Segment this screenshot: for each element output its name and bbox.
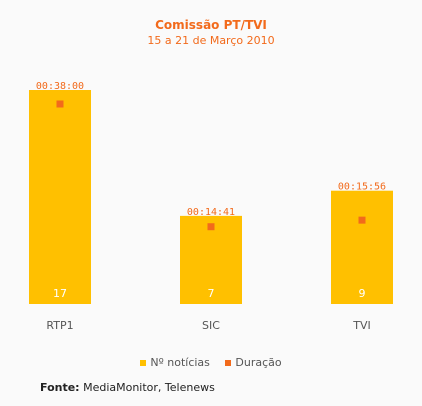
source-note: Fonte: MediaMonitor, Telenews [40,381,215,394]
chart-title: Comissão PT/TVI [155,18,267,32]
legend-label-count: Nº notícias [150,356,210,369]
bar-rtp1 [29,90,91,304]
source-label: Fonte: [40,381,80,394]
legend-swatch-duration [225,360,232,366]
legend: Nº notícias Duração [0,356,422,369]
x-tick-label-rtp1: RTP1 [46,319,73,332]
bar-value-label-tvi: 9 [359,287,366,300]
source-text: MediaMonitor, Telenews [79,381,215,394]
duration-label-sic: 00:14:41 [187,207,235,218]
x-tick-label-tvi: TVI [352,319,371,332]
chart-subtitle: 15 a 21 de Março 2010 [147,34,275,47]
duration-marker-sic [207,223,215,231]
legend-swatch-count [140,360,147,366]
x-tick-label-sic: SIC [202,319,220,332]
bar-tvi [331,190,393,304]
legend-item-duration: Duração [225,356,282,369]
duration-label-rtp1: 00:38:00 [36,81,84,92]
bar-value-label-rtp1: 17 [53,287,67,300]
legend-label-duration: Duração [235,356,282,369]
duration-marker-rtp1 [56,100,64,108]
legend-item-count: Nº notícias [140,356,210,369]
duration-marker-tvi [358,216,366,224]
duration-label-tvi: 00:15:56 [338,182,386,193]
bar-value-label-sic: 7 [208,287,215,300]
bar-sic [180,215,242,304]
